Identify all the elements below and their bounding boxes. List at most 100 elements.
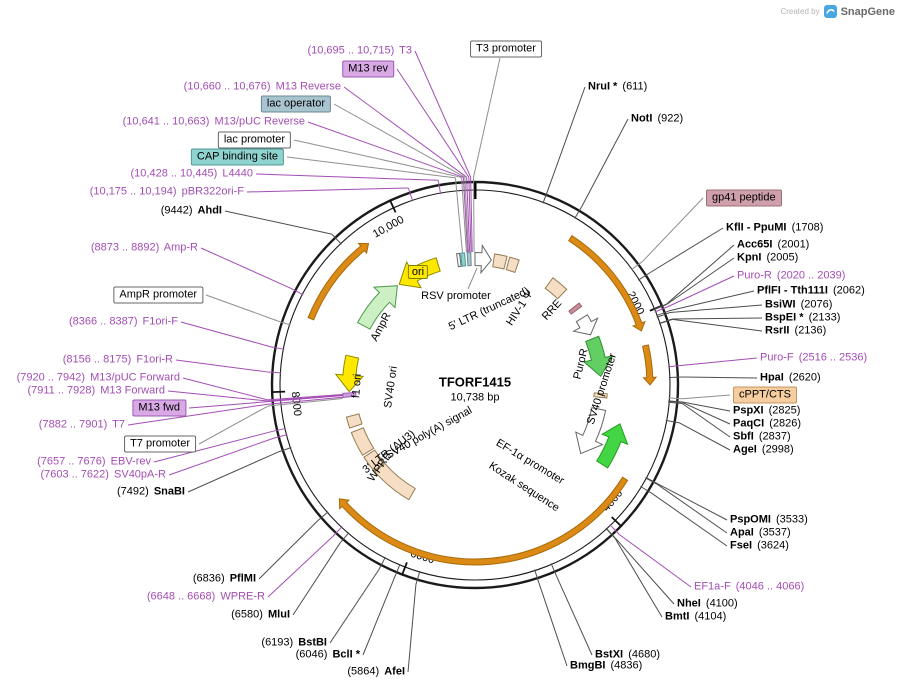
- segment-arc-right[interactable]: [642, 344, 658, 386]
- sv40-polya-box[interactable]: [350, 427, 375, 456]
- site-label-fsei[interactable]: FseI (3624): [730, 540, 791, 553]
- boxed-label-cap-binding-site[interactable]: CAP binding site: [190, 148, 284, 166]
- feature-label-rsv-promoter[interactable]: RSV promoter: [421, 290, 491, 302]
- segment-arc-top-right[interactable]: [568, 235, 646, 332]
- sv40-ori-box[interactable]: [345, 413, 363, 429]
- site-label-f1ori-f[interactable]: (8366 .. 8387) F1ori-F: [67, 316, 178, 329]
- site-label-amp-r[interactable]: (8873 .. 8892) Amp-R: [89, 242, 198, 255]
- boxed-label-lac-promoter[interactable]: lac promoter: [217, 131, 291, 149]
- site-m13-puc-forward-leader: [182, 377, 268, 401]
- site-label-l4440[interactable]: (10,428 .. 10,445) L4440: [129, 168, 254, 181]
- site-label-pspxi[interactable]: PspXI (2825): [733, 405, 802, 418]
- puror-arrow[interactable]: [582, 335, 614, 377]
- site-label-text: (2020 .. 2039): [776, 269, 846, 282]
- feature-label-ori[interactable]: ori: [407, 265, 429, 279]
- cap-binding-site-glyph[interactable]: [460, 252, 467, 267]
- site-ahdi-leader: [224, 210, 332, 235]
- site-label-bstxi[interactable]: BstXI (4680): [595, 649, 662, 662]
- 3-ltr-du3-box[interactable]: [363, 449, 385, 472]
- site-label-wpre-r[interactable]: (6648 .. 6668) WPRE-R: [145, 591, 265, 604]
- cppt-cts-box[interactable]: [593, 392, 608, 399]
- site-label-bmgbi[interactable]: BmgBI (4836): [570, 660, 644, 673]
- site-label-puro-f[interactable]: Puro-F (2516 .. 2536): [760, 352, 869, 365]
- site-label-pflmi[interactable]: (6836) PflMI: [191, 573, 256, 586]
- site-label-text: BstBI: [298, 636, 327, 649]
- site-label-ef1a-f[interactable]: EF1a-F (4046 .. 4066): [694, 581, 806, 594]
- 5-ltr-truncated-box[interactable]: [492, 253, 508, 270]
- boxed-label-t7-promoter[interactable]: T7 promoter: [124, 435, 196, 453]
- boxed-label-lac-operator[interactable]: lac operator: [260, 95, 331, 113]
- site-label-rsrii[interactable]: RsrII (2136): [765, 325, 828, 338]
- site-label-acc65i[interactable]: Acc65I (2001): [737, 239, 811, 252]
- boxed-label-t3-promoter[interactable]: T3 promoter: [470, 40, 542, 58]
- site-f1ori-f-leader: [180, 321, 271, 348]
- site-f1ori-r-tick: [267, 371, 282, 374]
- boxed-label-m13-rev[interactable]: M13 rev: [342, 60, 394, 78]
- site-label-m13-forward[interactable]: (7911 .. 7928) M13 Forward: [25, 385, 165, 398]
- site-hpai-leader: [682, 376, 758, 379]
- boxed-label-cppt-cts[interactable]: cPPT/CTS: [733, 386, 797, 404]
- site-label-paqci[interactable]: PaqCI (2826): [733, 418, 803, 431]
- feature-label-rre[interactable]: RRE: [539, 297, 565, 323]
- site-label-pspomi[interactable]: PspOMI (3533): [730, 514, 810, 527]
- segment-arc-top-left[interactable]: [307, 242, 370, 321]
- site-label-pbr322ori-f[interactable]: (10,175 .. 10,194) pBR322ori-F: [88, 186, 244, 199]
- site-label-apai[interactable]: ApaI (3537): [730, 527, 793, 540]
- site-label-mlui[interactable]: (6580) MluI: [229, 609, 290, 622]
- ef1a-promoter-arrow[interactable]: [575, 407, 607, 455]
- watermark: Created by SnapGene: [780, 5, 895, 18]
- feature-label-f1-ori[interactable]: f1 ori: [350, 373, 364, 399]
- lac-operator-glyph[interactable]: [466, 252, 472, 267]
- feature-label-ampr[interactable]: AmpR: [368, 310, 394, 344]
- boxed-label-m13-fwd[interactable]: M13 fwd: [132, 399, 186, 417]
- site-label-puro-r[interactable]: Puro-R (2020 .. 2039): [737, 270, 847, 283]
- sv40-promoter-arrow[interactable]: [572, 314, 599, 336]
- lac-promoter-glyph[interactable]: [456, 252, 462, 268]
- feature-label-puror[interactable]: PuroR: [571, 347, 591, 381]
- wpre-box[interactable]: [374, 462, 416, 501]
- site-label-ahdi[interactable]: (9442) AhdI: [159, 205, 222, 218]
- site-label-afei[interactable]: (5864) AfeI: [345, 666, 405, 679]
- site-label-f1ori-r[interactable]: (8156 .. 8175) F1ori-R: [61, 354, 173, 367]
- rsv-promoter-arrow[interactable]: [474, 243, 493, 275]
- site-label-kpni[interactable]: KpnI (2005): [737, 252, 800, 265]
- hiv-1-psi-box[interactable]: [505, 256, 520, 274]
- site-label-bcli[interactable]: (6046) BclI *: [294, 649, 360, 662]
- rre-box[interactable]: [544, 277, 568, 300]
- site-label-nrui[interactable]: NruI * (611): [588, 81, 649, 94]
- site-label-m13-puc-forward[interactable]: (7920 .. 7942) M13/pUC Forward: [15, 372, 180, 385]
- site-label-bspei[interactable]: BspEI * (2133): [765, 312, 842, 325]
- site-label-noti[interactable]: NotI (922): [631, 113, 685, 126]
- boxed-cppt-cts-tick: [668, 397, 683, 400]
- boxed-label-ampr-promoter[interactable]: AmpR promoter: [113, 286, 203, 304]
- site-label-ebv-rev[interactable]: (7657 .. 7676) EBV-rev: [35, 456, 151, 469]
- site-label-sv40pa-r[interactable]: (7603 .. 7622) SV40pA-R: [38, 469, 166, 482]
- segment-arc-bottom[interactable]: [338, 476, 629, 566]
- site-label-text: PflFI - Tth111I: [757, 284, 828, 297]
- site-label-t7[interactable]: (7882 .. 7901) T7: [37, 419, 125, 432]
- site-label-bstbi[interactable]: (6193) BstBI: [259, 637, 327, 650]
- f1-ori-arrow[interactable]: [334, 354, 365, 393]
- site-label-nhei[interactable]: NheI (4100): [677, 598, 740, 611]
- feature-label-sv40-promoter[interactable]: SV40 promoter: [584, 351, 620, 427]
- site-label-pflfi-tth111i[interactable]: PflFI - Tth111I (2062): [757, 285, 867, 298]
- boxed-label-gp41-peptide[interactable]: gp41 peptide: [706, 189, 782, 207]
- gp41-peptide-box[interactable]: [568, 302, 583, 315]
- site-label-bmti[interactable]: BmtI (4104): [665, 611, 728, 624]
- site-label-m13-puc-reverse[interactable]: (10,641 .. 10,663) M13/pUC Reverse: [121, 116, 305, 129]
- site-label-kfli-ppumi[interactable]: KflI - PpuMI (1708): [726, 222, 825, 235]
- site-label-agei[interactable]: AgeI (2998): [733, 444, 796, 457]
- orf-arrow[interactable]: [596, 423, 629, 469]
- ampr-arrow[interactable]: [356, 285, 398, 330]
- site-label-sbfi[interactable]: SbfI (2837): [733, 431, 793, 444]
- site-label-bsiwi[interactable]: BsiWI (2076): [765, 299, 834, 312]
- site-bspei-leader: [672, 317, 763, 320]
- site-label-snabi[interactable]: (7492) SnaBI: [115, 486, 185, 499]
- site-label-hpai[interactable]: HpaI (2620): [760, 372, 823, 385]
- site-label-t3[interactable]: (10,695 .. 10,715) T3: [305, 45, 412, 58]
- site-label-m13-reverse[interactable]: (10,660 .. 10,676) M13 Reverse: [182, 81, 341, 94]
- feature-label-sv40-ori[interactable]: SV40 ori: [382, 365, 400, 409]
- feature-label-3-ltr-du3[interactable]: 3' LTR (ΔU3): [360, 427, 418, 477]
- m13-fwd-glyph[interactable]: [342, 391, 357, 399]
